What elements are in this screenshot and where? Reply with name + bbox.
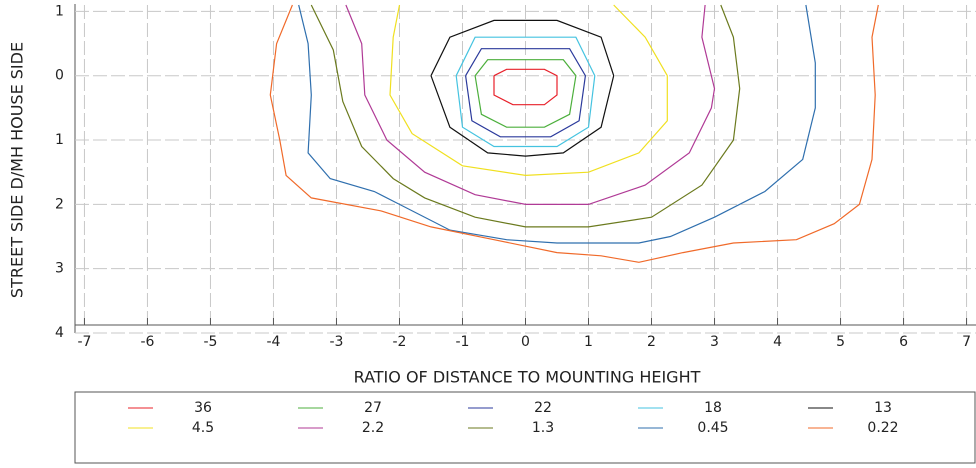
- y-tick-label: 4: [55, 325, 64, 341]
- x-tick-label: -4: [266, 334, 280, 350]
- x-tick-label: -3: [329, 334, 343, 350]
- x-tick-label: -6: [140, 334, 154, 350]
- legend-label: 1.3: [532, 420, 554, 436]
- x-tick-label: 3: [710, 334, 719, 350]
- y-axis-label: STREET SIDE D/MH HOUSE SIDE: [8, 42, 27, 298]
- x-tick-label: -7: [77, 334, 91, 350]
- y-tick-label: 1: [55, 3, 64, 19]
- x-tick-label: 0: [521, 334, 530, 350]
- legend-frame: [74, 391, 976, 464]
- y-tick-label: 1: [55, 132, 64, 148]
- contour-line: [493, 68, 558, 106]
- legend-label: 4.5: [192, 420, 214, 436]
- x-tick-label: 6: [899, 334, 908, 350]
- legend-label: 2.2: [362, 420, 384, 436]
- contour-line: [465, 48, 587, 138]
- x-tick-label: 4: [773, 334, 782, 350]
- x-tick-label: -5: [203, 334, 217, 350]
- contour-line: [269, 4, 879, 263]
- contour-line: [474, 59, 577, 128]
- legend-label: 27: [364, 400, 382, 416]
- y-tick-label: 2: [55, 196, 64, 212]
- legend-label: 22: [534, 400, 552, 416]
- x-tick-label: -2: [393, 334, 407, 350]
- legend-label: 18: [704, 400, 722, 416]
- legend-label: 0.45: [697, 420, 728, 436]
- y-tick-label: 0: [55, 68, 64, 84]
- x-tick-label: 7: [962, 334, 971, 350]
- x-tick-label: 1: [584, 334, 593, 350]
- legend-label: 36: [194, 400, 212, 416]
- legend-label: 13: [874, 400, 892, 416]
- contour-line: [298, 4, 816, 244]
- x-tick-label: 2: [647, 334, 656, 350]
- contour-line: [455, 36, 596, 148]
- y-tick-label: 3: [55, 261, 64, 277]
- contour-line: [310, 4, 741, 228]
- x-tick-label: -1: [456, 334, 470, 350]
- x-axis-label: RATIO OF DISTANCE TO MOUNTING HEIGHT: [354, 368, 701, 387]
- x-tick-label: 5: [836, 334, 845, 350]
- contour-line: [389, 4, 668, 177]
- legend-label: 0.22: [867, 420, 898, 436]
- contour-line: [430, 19, 615, 157]
- contour-line: [345, 4, 716, 205]
